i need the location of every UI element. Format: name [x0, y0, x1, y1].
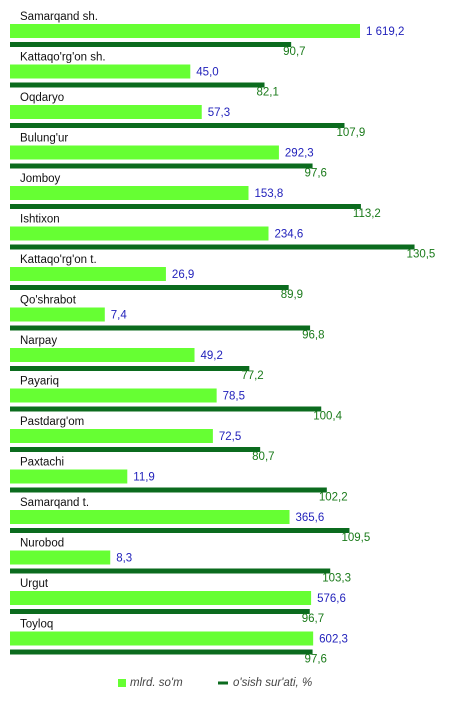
bar [10, 105, 202, 119]
value-label: 130,5 [407, 249, 436, 261]
bar [10, 186, 249, 200]
category-label: Narpay [20, 335, 57, 347]
value-label: 96,8 [302, 330, 324, 342]
value-label: 90,7 [283, 46, 305, 58]
bar [10, 510, 290, 524]
bar [10, 123, 345, 128]
bar [10, 244, 415, 250]
bar [10, 649, 313, 655]
value-label: 78,5 [223, 391, 245, 403]
bar [10, 447, 261, 452]
category-label: Toyloq [20, 619, 53, 631]
category-label: Ishtixon [20, 214, 60, 226]
bar [10, 388, 217, 403]
category-label: Qo'shrabot [20, 295, 77, 307]
category-label: Oqdaryo [20, 92, 64, 104]
category-label: Nurobod [20, 538, 64, 550]
value-label: 576,6 [317, 593, 346, 605]
bar [10, 487, 327, 493]
category-label: Jomboy [20, 173, 61, 185]
value-label: 82,1 [257, 87, 279, 99]
category-label: Payariq [20, 376, 59, 388]
value-label: 72,5 [219, 431, 241, 443]
bar [10, 469, 128, 484]
value-label: 1 619,2 [366, 26, 404, 38]
value-label: 102,2 [319, 492, 348, 504]
value-label: 11,9 [133, 472, 155, 484]
category-label: Urgut [20, 578, 49, 590]
category-label: Samarqand sh. [20, 11, 98, 23]
value-label: 7,4 [111, 310, 128, 322]
value-label: 602,3 [319, 634, 348, 646]
bar [10, 82, 265, 88]
legend-label: mlrd. so'm [130, 677, 183, 689]
value-label: 97,6 [305, 654, 327, 666]
legend-swatch [218, 681, 228, 685]
value-label: 109,5 [341, 532, 370, 544]
bar [10, 325, 311, 331]
value-label: 113,2 [353, 208, 381, 220]
bar [10, 348, 195, 362]
bar [10, 406, 322, 412]
category-label: Bulung'ur [20, 133, 68, 145]
value-label: 57,3 [208, 107, 230, 119]
legend-swatch [118, 679, 126, 687]
value-label: 365,6 [296, 512, 325, 524]
bar [10, 285, 289, 290]
bar [10, 307, 105, 322]
value-label: 103,3 [322, 573, 351, 585]
category-label: Kattaqo'rg'on t. [20, 254, 97, 266]
bar [10, 145, 279, 160]
value-label: 45,0 [196, 67, 218, 79]
bar [10, 550, 111, 565]
category-label: Kattaqo'rg'on sh. [20, 52, 106, 64]
legend-label: o'sish sur'ati, % [233, 677, 312, 689]
value-label: 107,9 [336, 127, 365, 139]
bar [10, 42, 292, 47]
bar [10, 609, 310, 614]
bar [10, 64, 191, 79]
value-label: 26,9 [172, 269, 194, 281]
value-label: 89,9 [281, 289, 303, 301]
value-label: 100,4 [313, 411, 342, 423]
bar [10, 163, 313, 169]
bar [10, 24, 360, 38]
category-label: Samarqand t. [20, 497, 89, 509]
bar [10, 226, 269, 241]
category-label: Paxtachi [20, 457, 64, 469]
value-label: 96,7 [302, 613, 324, 625]
bar [10, 366, 250, 371]
value-label: 80,7 [252, 451, 274, 463]
value-label: 97,6 [305, 168, 327, 180]
value-label: 234,6 [275, 229, 304, 241]
value-label: 8,3 [116, 553, 132, 565]
bar [10, 591, 312, 605]
bar [10, 568, 331, 574]
bar [10, 204, 361, 209]
bar [10, 267, 166, 281]
bar [10, 528, 350, 533]
bar [10, 631, 314, 646]
value-label: 292,3 [285, 148, 314, 160]
value-label: 77,2 [241, 370, 263, 382]
bar [10, 429, 213, 443]
category-label: Pastdarg'om [20, 416, 84, 428]
value-label: 49,2 [201, 350, 223, 362]
value-label: 153,8 [255, 188, 284, 200]
